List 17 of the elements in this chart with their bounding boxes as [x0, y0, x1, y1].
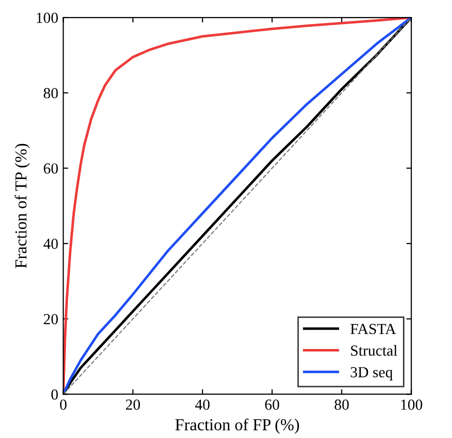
y-tick-label: 80: [44, 88, 58, 98]
legend-label: Structal: [351, 345, 398, 356]
x-tick-label: 20: [126, 400, 140, 410]
y-tick-label: 40: [43, 238, 58, 249]
legend-label: FASTA: [350, 324, 396, 334]
y-tick-label: 20: [44, 314, 58, 324]
x-tick-label: 0: [60, 400, 67, 410]
x-tick-label: 100: [401, 400, 422, 410]
x-tick-label: 40: [195, 400, 210, 410]
x-tick-label: 60: [265, 400, 280, 410]
y-tick-label: 0: [51, 389, 58, 400]
y-axis-title: Fraction of TP (%): [14, 144, 30, 268]
x-axis-title: Fraction of FP (%): [175, 418, 299, 434]
y-tick-label: 100: [36, 12, 58, 23]
legend-label: 3D seq: [350, 367, 393, 380]
y-tick-label: 60: [44, 163, 58, 174]
x-tick-label: 80: [334, 400, 349, 410]
